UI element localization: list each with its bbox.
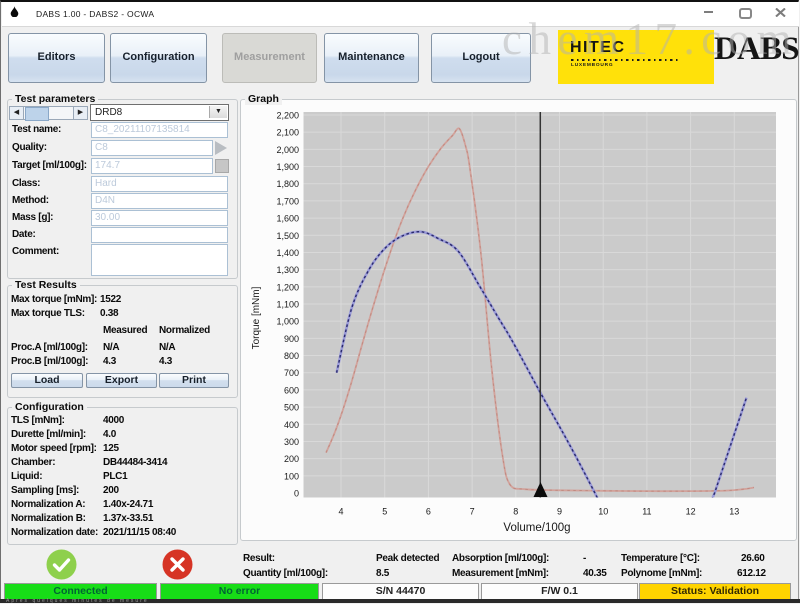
svg-text:4: 4 (338, 507, 343, 517)
svg-text:900: 900 (284, 334, 299, 344)
svg-text:Torque [mNm]: Torque [mNm] (251, 286, 262, 349)
svg-text:400: 400 (284, 420, 299, 430)
svg-text:1,300: 1,300 (276, 265, 299, 275)
svg-text:6: 6 (426, 507, 431, 517)
svg-text:1,200: 1,200 (276, 282, 299, 292)
svg-text:10: 10 (598, 507, 608, 517)
svg-text:11: 11 (642, 507, 651, 517)
svg-text:13: 13 (729, 507, 739, 517)
svg-text:700: 700 (284, 368, 299, 378)
svg-text:200: 200 (284, 454, 299, 464)
svg-text:7: 7 (470, 507, 475, 517)
svg-text:600: 600 (284, 385, 299, 395)
svg-text:1,700: 1,700 (276, 196, 299, 206)
svg-text:9: 9 (557, 507, 562, 517)
svg-text:2,100: 2,100 (276, 128, 299, 138)
svg-text:2,000: 2,000 (276, 145, 299, 155)
svg-text:100: 100 (284, 471, 299, 481)
svg-text:1,600: 1,600 (276, 214, 299, 224)
svg-text:0: 0 (294, 489, 299, 499)
svg-text:2,200: 2,200 (276, 111, 299, 121)
svg-text:1,900: 1,900 (276, 162, 299, 172)
svg-text:Volume/100g: Volume/100g (503, 522, 570, 534)
svg-text:1,500: 1,500 (276, 231, 299, 241)
svg-text:1,000: 1,000 (276, 317, 299, 327)
svg-text:5: 5 (382, 507, 387, 517)
svg-text:1,800: 1,800 (276, 179, 299, 189)
svg-text:8: 8 (513, 507, 518, 517)
svg-text:1,100: 1,100 (276, 300, 299, 310)
svg-text:12: 12 (686, 507, 696, 517)
svg-text:500: 500 (284, 403, 299, 413)
svg-text:300: 300 (284, 437, 299, 447)
svg-text:800: 800 (284, 351, 299, 361)
svg-text:1,400: 1,400 (276, 248, 299, 258)
